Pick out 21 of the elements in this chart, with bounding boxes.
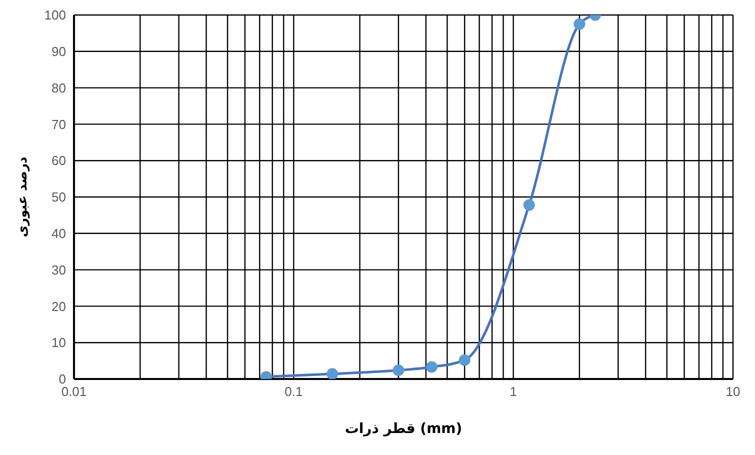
y-tick-label: 40 (52, 226, 66, 242)
point (426, 361, 438, 373)
y-tick-label: 100 (44, 8, 66, 23)
point (523, 199, 535, 211)
y-tick-label: 60 (52, 153, 66, 168)
y-tick-label: 90 (52, 44, 66, 60)
x-axis-title: قطر ذرات (mm) (344, 421, 462, 437)
y-tick-label: 20 (52, 298, 66, 314)
y-tick-label: 70 (52, 116, 66, 132)
y-tick-label: 80 (52, 80, 66, 96)
x-tick-label: 10 (726, 384, 740, 400)
y-axis-title: درصد عبوری (16, 156, 31, 238)
x-tick-label: 0.1 (284, 384, 303, 400)
x-tick-label: 1 (510, 384, 517, 400)
y-tick-label: 0 (58, 372, 66, 387)
point (326, 368, 338, 379)
y-tick-label: 50 (52, 190, 66, 205)
x-tick-label: 0.01 (61, 384, 87, 400)
point (574, 18, 586, 30)
y-tick-label: 10 (52, 335, 66, 350)
y-tick-label: 30 (52, 262, 66, 278)
